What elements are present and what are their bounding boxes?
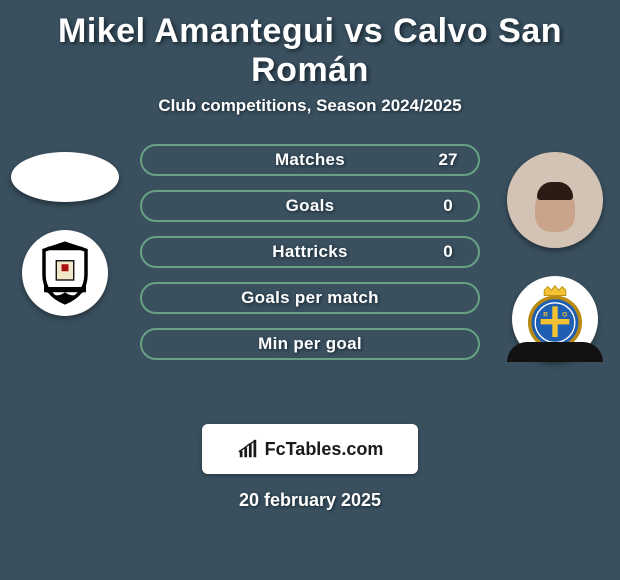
date-text: 20 february 2025 xyxy=(0,490,620,511)
stat-row-goals: Goals 0 xyxy=(140,190,480,222)
albacete-badge-icon xyxy=(30,238,100,308)
comparison-card: Mikel Amantegui vs Calvo San Román Club … xyxy=(0,0,620,511)
left-player-column xyxy=(0,144,130,316)
page-title: Mikel Amantegui vs Calvo San Román xyxy=(0,0,620,96)
stat-right-value: 0 xyxy=(418,196,478,216)
stats-list: Matches 27 Goals 0 Hattricks 0 Goals per… xyxy=(140,144,480,360)
player-right-photo xyxy=(507,152,603,248)
club-badge-left xyxy=(22,230,108,316)
stat-row-matches: Matches 27 xyxy=(140,144,480,176)
stat-row-min-per-goal: Min per goal xyxy=(140,328,480,360)
subtitle: Club competitions, Season 2024/2025 xyxy=(0,96,620,116)
stat-row-hattricks: Hattricks 0 xyxy=(140,236,480,268)
player-left-silhouette xyxy=(11,152,119,202)
stat-label: Matches xyxy=(202,150,418,170)
stat-row-goals-per-match: Goals per match xyxy=(140,282,480,314)
stat-label: Goals xyxy=(202,196,418,216)
stat-label: Goals per match xyxy=(202,288,418,308)
svg-text:R: R xyxy=(543,311,548,318)
stat-right-value: 0 xyxy=(418,242,478,262)
fctables-label: FcTables.com xyxy=(265,439,384,460)
svg-text:O: O xyxy=(562,311,567,318)
main-area: R O Matches 27 Goals 0 Hattricks 0 xyxy=(0,144,620,404)
stat-label: Hattricks xyxy=(202,242,418,262)
fctables-attribution: FcTables.com xyxy=(202,424,418,474)
right-player-column: R O xyxy=(490,144,620,362)
stat-label: Min per goal xyxy=(202,334,418,354)
stat-right-value: 27 xyxy=(418,150,478,170)
bar-chart-icon xyxy=(237,438,259,460)
